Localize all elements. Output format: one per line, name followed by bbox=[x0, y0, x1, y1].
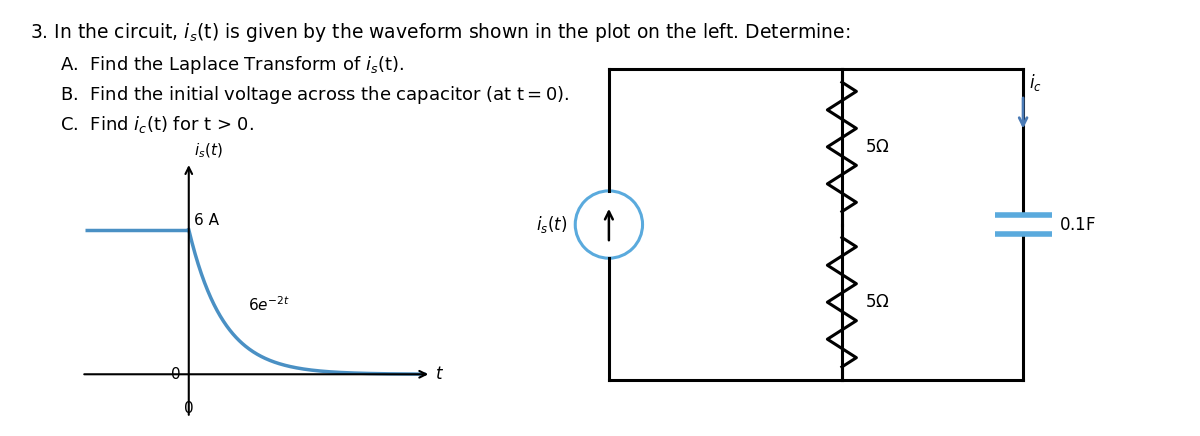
Text: C.  Find $i_c\mathrm{(t)}$ for t > 0.: C. Find $i_c\mathrm{(t)}$ for t > 0. bbox=[60, 114, 254, 135]
Text: $5\Omega$: $5\Omega$ bbox=[865, 293, 890, 311]
Text: 0: 0 bbox=[184, 401, 193, 416]
Text: $6e^{-2t}$: $6e^{-2t}$ bbox=[247, 296, 289, 314]
Text: 0: 0 bbox=[170, 367, 180, 382]
Text: 3. In the circuit, $i_s\mathrm{(t)}$ is given by the waveform shown in the plot : 3. In the circuit, $i_s\mathrm{(t)}$ is … bbox=[30, 21, 851, 44]
Text: $0.1\mathrm{F}$: $0.1\mathrm{F}$ bbox=[1060, 215, 1097, 234]
Text: 6 A: 6 A bbox=[194, 213, 220, 228]
Text: $5\Omega$: $5\Omega$ bbox=[865, 138, 890, 156]
Text: $t$: $t$ bbox=[434, 365, 444, 383]
Text: $i_s(t)$: $i_s(t)$ bbox=[536, 214, 568, 235]
Text: A.  Find the Laplace Transform of $i_s\mathrm{(t)}$.: A. Find the Laplace Transform of $i_s\ma… bbox=[60, 54, 404, 76]
Text: B.  Find the initial voltage across the capacitor (at $\mathrm{t{=}0}$).: B. Find the initial voltage across the c… bbox=[60, 84, 570, 106]
Text: $i_s(t)$: $i_s(t)$ bbox=[194, 142, 223, 160]
Text: $i_c$: $i_c$ bbox=[1030, 72, 1042, 92]
